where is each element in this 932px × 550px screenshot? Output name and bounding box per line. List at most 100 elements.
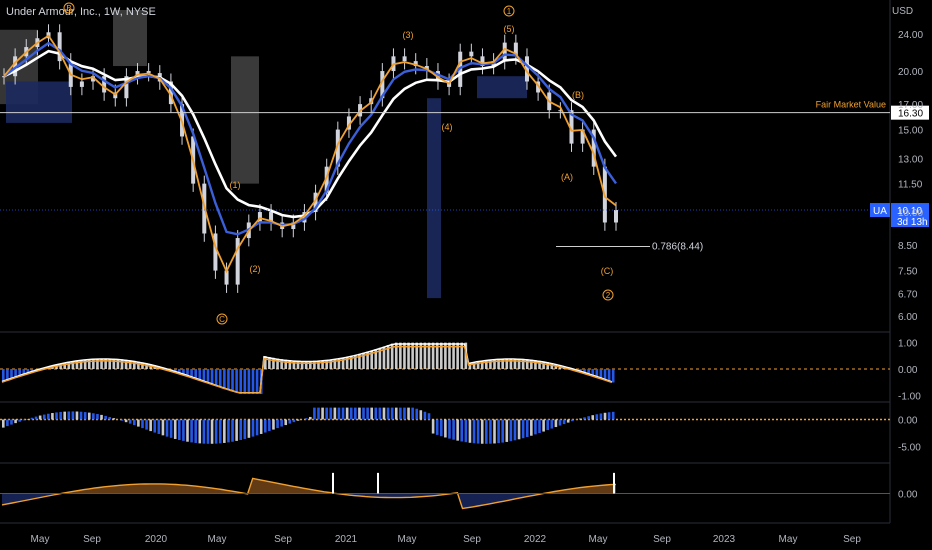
osc1-bar: [501, 358, 504, 369]
osc2-bar: [263, 419, 267, 433]
osc2-bar: [497, 419, 500, 444]
osc1-bar: [325, 360, 328, 369]
osc1-bar: [378, 347, 382, 369]
osc1-bar: [137, 361, 140, 369]
osc1-bar: [394, 342, 398, 369]
price-tick-label: 15.00: [898, 126, 923, 137]
osc2-bar: [214, 419, 218, 444]
osc2-bar: [71, 411, 75, 420]
wave-label: (C): [601, 266, 614, 276]
zone-box: [477, 76, 527, 99]
osc2-bar: [431, 419, 435, 434]
time-tick-label: 2022: [524, 534, 547, 545]
osc2-bar: [485, 419, 488, 444]
osc1-bar: [92, 358, 95, 369]
candle-body: [135, 71, 140, 77]
osc2-bar: [67, 411, 71, 420]
osc1-bar: [10, 369, 13, 380]
osc2-bar: [104, 415, 107, 420]
osc1-bar: [71, 361, 75, 369]
osc1-bar: [247, 369, 251, 395]
ticker-tag: [870, 203, 890, 218]
osc1-bar: [456, 342, 459, 369]
osc1-bar: [186, 369, 189, 376]
osc1-bar: [190, 369, 193, 377]
osc2-bar: [26, 418, 30, 420]
osc1-bar: [104, 358, 107, 369]
candle-body: [302, 212, 307, 223]
osc2-bar: [325, 407, 328, 420]
osc1-bar: [448, 342, 451, 369]
candle-body: [591, 129, 596, 167]
osc2-bar: [550, 419, 554, 429]
osc1-bar: [603, 369, 607, 380]
price-tick-label: 24.00: [898, 30, 923, 41]
osc2-bar: [227, 419, 230, 443]
time-tick-label: May: [589, 534, 608, 545]
osc2-bar: [345, 407, 349, 420]
price-tick-label: 6.00: [898, 312, 918, 323]
osc1-bar: [296, 360, 300, 369]
price-tick-label: 17.00: [898, 100, 923, 111]
osc1-bar: [255, 369, 259, 395]
candle-body: [569, 110, 574, 144]
time-tick-label: Sep: [843, 534, 861, 545]
osc1-bar: [239, 369, 243, 395]
osc1-bar: [476, 361, 480, 369]
zone-box: [113, 10, 147, 67]
osc2-bar: [542, 419, 545, 432]
osc2-bar: [317, 407, 320, 420]
osc2-bar: [538, 419, 541, 433]
last-price-tag: [891, 203, 929, 228]
osc1-bar: [444, 342, 447, 369]
osc1-bar: [96, 358, 99, 369]
osc2-bar: [599, 413, 603, 420]
osc1-bar: [178, 369, 181, 373]
osc2-bar: [51, 413, 54, 420]
osc1-bar: [497, 358, 500, 369]
osc1-bar: [345, 356, 349, 369]
osc1-bar: [321, 360, 324, 369]
wave-label: 1: [507, 7, 512, 16]
osc1-bar: [423, 342, 427, 369]
osc1-bar: [26, 369, 30, 374]
osc1-bar: [534, 360, 537, 369]
osc3-positive-area: [2, 478, 616, 494]
osc2-bar: [22, 419, 26, 421]
osc1-bar: [431, 342, 435, 369]
candle-body: [79, 81, 84, 87]
wave-label-circle: [216, 313, 228, 325]
osc2-bar: [79, 411, 83, 420]
osc2-bar: [42, 414, 46, 420]
osc1-bar: [268, 357, 271, 369]
osc1-bar: [202, 369, 206, 382]
osc2-bar: [362, 407, 365, 420]
osc1-bar: [231, 369, 234, 392]
osc1-bar: [214, 369, 218, 386]
osc2-bar: [468, 419, 472, 443]
fair-value-tag-label: 16.30: [898, 109, 923, 120]
osc2-bar: [186, 419, 189, 442]
osc2-bar: [358, 407, 361, 420]
osc2-bar: [554, 419, 558, 428]
osc1-bar: [304, 361, 308, 369]
osc2-bar: [55, 412, 58, 420]
osc2-bar: [501, 419, 504, 443]
candle-body: [91, 76, 96, 82]
osc1-bar: [75, 360, 79, 369]
osc2-bar: [333, 407, 337, 420]
osc1-bar: [14, 369, 17, 378]
osc1-bar: [218, 369, 222, 388]
osc2-bar: [472, 419, 476, 444]
time-tick-label: Sep: [463, 534, 481, 545]
osc2-bar: [182, 419, 185, 441]
countdown-label: 3d 13h: [897, 217, 928, 228]
candle-body: [469, 51, 474, 57]
osc1-bar: [550, 363, 554, 369]
osc1-bar: [292, 360, 296, 369]
osc1-bar: [79, 360, 83, 369]
osc1-bar: [108, 358, 112, 369]
osc1-bar: [521, 358, 525, 369]
